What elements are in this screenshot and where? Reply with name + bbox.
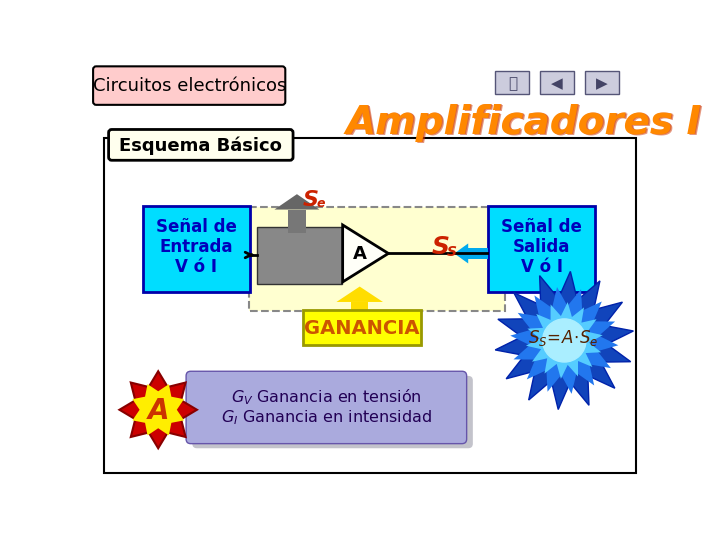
FancyBboxPatch shape — [186, 372, 467, 444]
Text: ▶: ▶ — [596, 76, 608, 91]
Text: $G_I$ Ganancia en intensidad: $G_I$ Ganancia en intensidad — [221, 408, 432, 427]
Text: S: S — [303, 190, 319, 210]
FancyBboxPatch shape — [351, 302, 368, 323]
Text: Amplificadores I: Amplificadores I — [347, 104, 703, 143]
Polygon shape — [120, 372, 197, 448]
Circle shape — [543, 319, 586, 362]
Text: V ó I: V ó I — [175, 258, 217, 275]
Polygon shape — [336, 287, 383, 302]
Text: $S_S\!=\!A\!\cdot\! S_e$: $S_S\!=\!A\!\cdot\! S_e$ — [528, 328, 598, 348]
Polygon shape — [495, 272, 634, 409]
Polygon shape — [454, 244, 468, 264]
Text: A: A — [353, 245, 366, 263]
FancyBboxPatch shape — [585, 71, 619, 94]
FancyBboxPatch shape — [192, 376, 473, 448]
FancyBboxPatch shape — [109, 130, 293, 160]
FancyBboxPatch shape — [249, 207, 505, 311]
Text: Amplificadores I: Amplificadores I — [346, 104, 702, 141]
Text: Salida: Salida — [513, 238, 570, 255]
Polygon shape — [132, 384, 184, 435]
Text: Esquema Básico: Esquema Básico — [120, 137, 282, 155]
FancyBboxPatch shape — [540, 71, 575, 94]
FancyBboxPatch shape — [488, 206, 595, 292]
Text: S: S — [431, 235, 449, 259]
Text: Amplificadores I: Amplificadores I — [348, 105, 703, 143]
Text: ◀: ◀ — [552, 76, 563, 91]
Text: Circuitos electrónicos: Circuitos electrónicos — [92, 77, 286, 96]
Text: $G_V$ Ganancia en tensión: $G_V$ Ganancia en tensión — [231, 388, 422, 407]
FancyBboxPatch shape — [104, 138, 636, 473]
Polygon shape — [526, 302, 603, 379]
Text: GANANCIA: GANANCIA — [305, 320, 420, 339]
FancyBboxPatch shape — [93, 66, 285, 105]
FancyBboxPatch shape — [468, 248, 488, 259]
FancyBboxPatch shape — [256, 226, 342, 284]
Text: e: e — [316, 197, 325, 210]
FancyBboxPatch shape — [495, 71, 529, 94]
Text: A: A — [148, 396, 169, 424]
Text: Entrada: Entrada — [159, 238, 233, 255]
FancyBboxPatch shape — [143, 206, 250, 292]
Polygon shape — [510, 287, 618, 394]
Text: ⏮: ⏮ — [508, 76, 517, 91]
Polygon shape — [343, 225, 388, 282]
FancyBboxPatch shape — [303, 309, 421, 345]
Text: S: S — [447, 245, 457, 259]
Text: V ó I: V ó I — [521, 258, 563, 275]
FancyBboxPatch shape — [287, 210, 306, 233]
Text: Señal de: Señal de — [156, 218, 237, 235]
Text: Señal de: Señal de — [501, 218, 582, 235]
Polygon shape — [274, 194, 320, 210]
